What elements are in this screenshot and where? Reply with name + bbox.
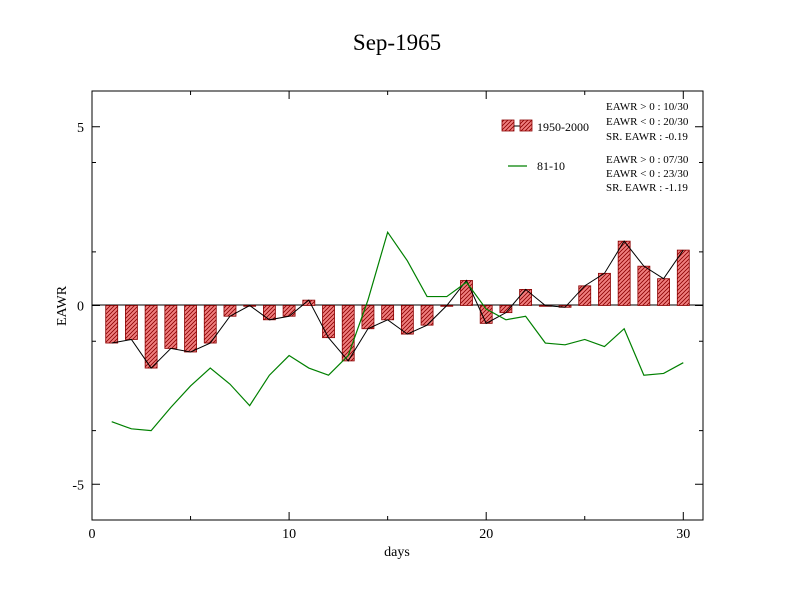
x-tick-label: 30 bbox=[676, 527, 690, 542]
bar-1950-2000 bbox=[262, 305, 276, 321]
x-axis-ticks: 0 10 20 30 bbox=[89, 91, 690, 542]
bar-1950-2000 bbox=[282, 305, 296, 317]
stat-8110-neg: EAWR < 0 : 23/30 bbox=[606, 168, 689, 180]
bar-1950-2000 bbox=[164, 305, 178, 349]
chart-title: Sep-1965 bbox=[353, 30, 441, 55]
bar-1950-2000 bbox=[322, 305, 335, 339]
legend-label-1950-2000: 1950-2000 bbox=[537, 120, 589, 134]
bar-1950-2000 bbox=[361, 305, 375, 330]
x-axis-label: days bbox=[384, 545, 410, 560]
bar-1950-2000 bbox=[125, 305, 138, 340]
line-1950-2000 bbox=[111, 240, 684, 369]
stat-1950-pos: EAWR > 0 : 10/30 bbox=[606, 101, 689, 113]
x-tick-label: 10 bbox=[282, 527, 296, 542]
bar-1950-2000 bbox=[381, 305, 395, 321]
line-81-10 bbox=[111, 230, 684, 432]
bar-1950-2000 bbox=[341, 305, 355, 362]
bar-1950-2000 bbox=[420, 305, 434, 326]
x-tick-label: 20 bbox=[479, 527, 493, 542]
legend: 1950-2000 81-10 bbox=[501, 119, 589, 173]
bar-1950-2000 bbox=[184, 305, 197, 353]
legend-swatch-1950-2000-b bbox=[519, 119, 533, 132]
legend-label-81-10: 81-10 bbox=[537, 159, 565, 173]
y-tick-label: -5 bbox=[72, 478, 84, 493]
bar-1950-2000 bbox=[499, 305, 513, 314]
stat-8110-sr: SR. EAWR : -1.19 bbox=[606, 182, 688, 194]
bar-1950-2000 bbox=[460, 280, 473, 306]
bar-1950-2000 bbox=[105, 305, 119, 344]
y-axis-label: EAWR bbox=[55, 285, 70, 326]
stat-1950-sr: SR. EAWR : -0.19 bbox=[606, 131, 688, 143]
y-tick-label: 0 bbox=[77, 300, 84, 315]
bar-1950-2000 bbox=[598, 272, 611, 306]
bars-1950-2000 bbox=[105, 240, 690, 369]
bar-1950-2000 bbox=[637, 265, 651, 306]
bar-1950-2000 bbox=[657, 278, 670, 306]
bar-1950-2000 bbox=[223, 305, 237, 317]
legend-swatch-1950-2000 bbox=[501, 119, 515, 132]
bar-1950-2000 bbox=[578, 285, 592, 306]
stat-1950-neg: EAWR < 0 : 20/30 bbox=[606, 116, 689, 128]
bar-1950-2000 bbox=[144, 305, 158, 369]
bar-1950-2000 bbox=[519, 289, 533, 306]
x-tick-label: 0 bbox=[89, 527, 96, 542]
bar-1950-2000 bbox=[617, 240, 631, 306]
bar-1950-2000 bbox=[400, 305, 414, 335]
y-tick-label: 5 bbox=[77, 121, 84, 136]
bar-1950-2000 bbox=[676, 249, 690, 306]
stat-8110-pos: EAWR > 0 : 07/30 bbox=[606, 154, 689, 166]
stats-annotations: EAWR > 0 : 10/30 EAWR < 0 : 20/30 SR. EA… bbox=[606, 101, 689, 194]
